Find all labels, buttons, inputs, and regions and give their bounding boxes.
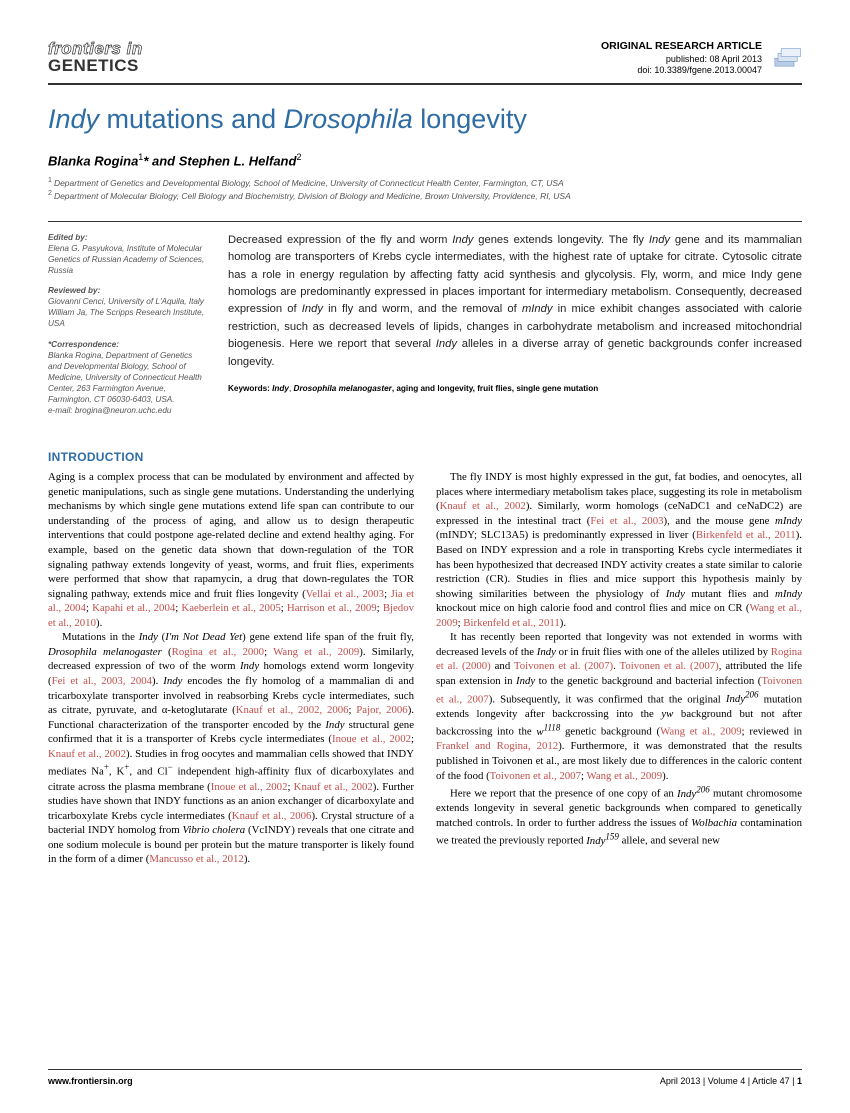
- footer-citation: April 2013 | Volume 4 | Article 47 | 1: [660, 1075, 802, 1087]
- abstract-text: Decreased expression of the fly and worm…: [228, 232, 802, 371]
- doi: doi: 10.3389/fgene.2013.00047: [601, 65, 762, 77]
- header-meta: ORIGINAL RESEARCH ARTICLE published: 08 …: [601, 40, 802, 77]
- footer-url: www.frontiersin.org: [48, 1075, 133, 1087]
- header-divider: [48, 83, 802, 85]
- reviewer-1: Giovanni Cenci, University of L'Aquila, …: [48, 297, 204, 306]
- affiliation-divider: [48, 221, 802, 222]
- correspondence: Blanka Rogina, Department of Genetics an…: [48, 351, 202, 404]
- article-title: Indy mutations and Drosophila longevity: [48, 105, 802, 135]
- correspondence-label: *Correspondence:: [48, 339, 208, 350]
- authors: Blanka Rogina1* and Stephen L. Helfand2: [48, 151, 802, 170]
- journal-logo: frontiers in GENETICS: [48, 40, 143, 74]
- published-date: published: 08 April 2013: [601, 54, 762, 66]
- affiliations: 1Department of Genetics and Developmenta…: [48, 176, 802, 203]
- reviewed-by-label: Reviewed by:: [48, 285, 208, 296]
- keywords: Keywords: Indy, Drosophila melanogaster,…: [228, 383, 802, 394]
- body-text: Aging is a complex process that can be m…: [48, 470, 802, 867]
- article-type: ORIGINAL RESEARCH ARTICLE: [601, 40, 762, 54]
- page-footer: www.frontiersin.org April 2013 | Volume …: [48, 1069, 802, 1087]
- correspondence-email: e-mail: brogina@neuron.uchc.edu: [48, 406, 171, 415]
- page-header: frontiers in GENETICS ORIGINAL RESEARCH …: [48, 40, 802, 77]
- introduction-heading: INTRODUCTION: [48, 449, 802, 465]
- editorial-sidebar: Edited by: Elena G. Pasyukova, Institute…: [48, 232, 208, 425]
- edited-by-label: Edited by:: [48, 232, 208, 243]
- article-icon: [770, 47, 802, 71]
- logo-line2: GENETICS: [48, 57, 143, 74]
- edited-by: Elena G. Pasyukova, Institute of Molecul…: [48, 244, 204, 275]
- abstract-section: Edited by: Elena G. Pasyukova, Institute…: [48, 232, 802, 425]
- reviewer-2: William Ja, The Scripps Research Institu…: [48, 308, 204, 328]
